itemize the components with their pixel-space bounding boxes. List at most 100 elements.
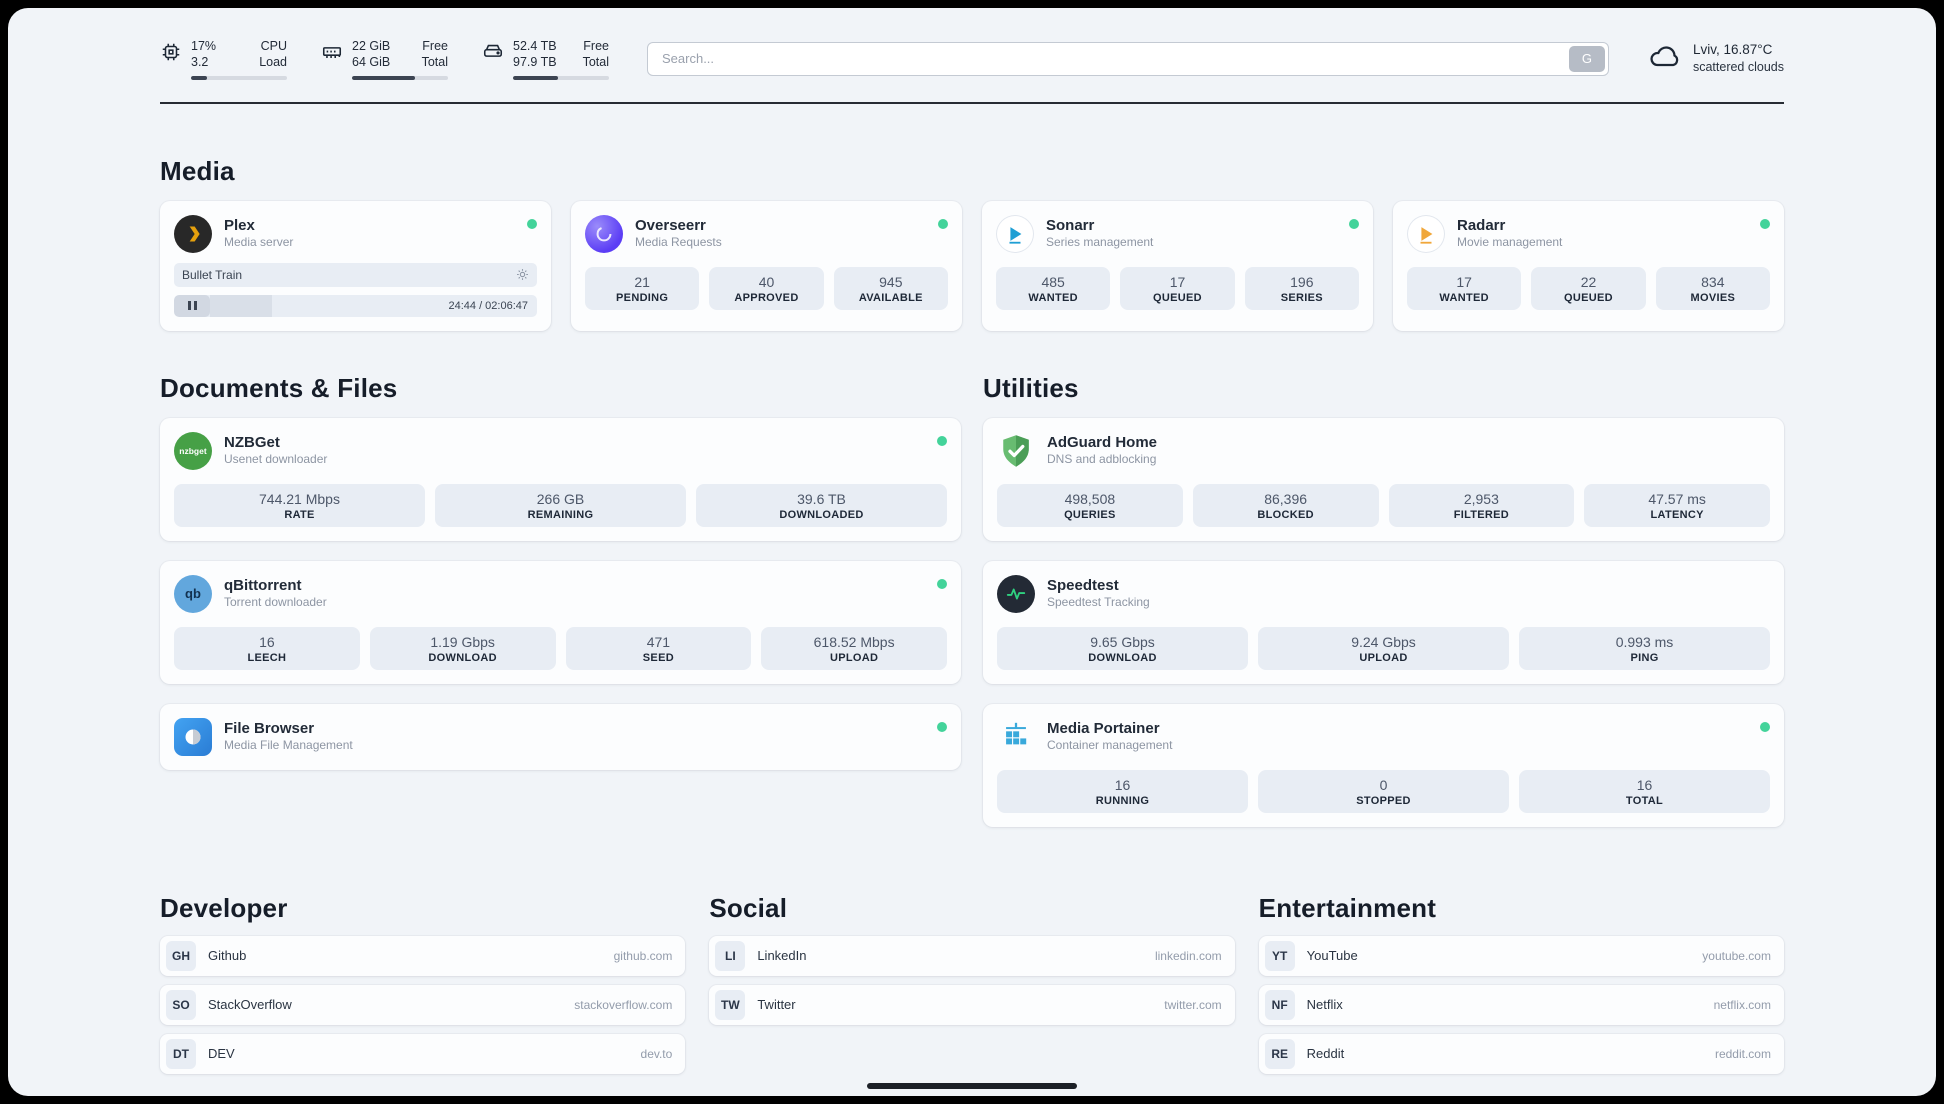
portainer-icon — [997, 718, 1035, 756]
cpu-label-1: CPU — [260, 39, 287, 53]
stat-label: QUEUED — [1564, 291, 1613, 304]
bookmark-abbr: YT — [1264, 940, 1295, 971]
stat-label: PENDING — [616, 291, 669, 304]
stat-tile: 17 QUEUED — [1120, 266, 1235, 310]
playback-progress-track[interactable]: 24:44 / 02:06:47 — [210, 294, 537, 317]
stat-tile: 266 GB REMAINING — [435, 483, 686, 527]
stat-tile: 1.19 Gbps DOWNLOAD — [369, 626, 556, 670]
app-link-adguard[interactable]: AdGuard Home DNS and adblocking — [997, 432, 1770, 470]
app-card-overseerr: Overseerr Media Requests 21 PENDING 40 A… — [571, 200, 962, 331]
bookmark-youtube[interactable]: YT YouTube youtube.com — [1258, 935, 1784, 976]
bookmark-group-developer: Developer GH Github github.com SO StackO… — [160, 893, 686, 1083]
app-name: Overseerr — [635, 216, 706, 234]
app-name: Plex — [224, 216, 255, 234]
app-subtitle: Container management — [1047, 738, 1173, 753]
app-link-portainer[interactable]: Media Portainer Container management — [997, 718, 1770, 756]
cpu-icon — [160, 38, 182, 68]
cpu-load-value: 3.2 — [191, 55, 209, 70]
player-bar: 24:44 / 02:06:47 — [174, 294, 537, 317]
ram-free: 22 GiB — [352, 39, 391, 53]
bookmark-dev[interactable]: DT DEV dev.to — [160, 1033, 686, 1074]
stat-tile: 618.52 Mbps UPLOAD — [761, 626, 947, 670]
bookmark-stackoverflow[interactable]: SO StackOverflow stackoverflow.com — [160, 984, 686, 1025]
app-card-filebrowser: File Browser Media File Management — [160, 703, 961, 770]
stat-label: WANTED — [1028, 291, 1078, 304]
ram-monitor: 22 GiB 64 GiB Free Total — [321, 38, 448, 80]
app-subtitle: Speedtest Tracking — [1047, 595, 1150, 610]
bookmark-twitter[interactable]: TW Twitter twitter.com — [709, 984, 1235, 1025]
app-card-plex: Plex Media server Bullet Train — [160, 200, 551, 331]
cpu-progress-fill — [191, 75, 208, 80]
bookmark-name: DEV — [208, 1046, 235, 1061]
dashboard-page: 17% 3.2 CPU Load — [8, 8, 1936, 1096]
stat-label: DOWNLOAD — [428, 651, 497, 664]
qbittorrent-icon-text: qb — [185, 586, 201, 601]
ram-total: 64 GiB — [352, 55, 391, 70]
bookmark-abbr: NF — [1264, 989, 1295, 1020]
app-link-overseerr[interactable]: Overseerr Media Requests — [585, 214, 948, 253]
app-link-radarr[interactable]: Radarr Movie management — [1407, 214, 1770, 253]
stat-tile: 16 RUNNING — [997, 769, 1248, 813]
stat-tile: 834 MOVIES — [1655, 266, 1770, 310]
stat-label: RATE — [284, 508, 315, 521]
app-name: qBittorrent — [224, 576, 302, 594]
nzbget-icon-text: nzbget — [179, 445, 207, 456]
app-card-qbittorrent: qb qBittorrent Torrent downloader 16 LEE… — [160, 560, 961, 684]
cloud-icon — [1647, 38, 1683, 79]
cpu-progress-track — [191, 75, 287, 80]
app-link-nzbget[interactable]: nzbget NZBGet Usenet downloader — [174, 431, 947, 470]
stat-value: 9.24 Gbps — [1351, 633, 1416, 650]
bookmark-group-social: Social LI LinkedIn linkedin.com TW Twitt… — [709, 893, 1235, 1083]
app-link-qbittorrent[interactable]: qb qBittorrent Torrent downloader — [174, 574, 947, 613]
app-subtitle: Media File Management — [224, 738, 353, 753]
bookmark-linkedin[interactable]: LI LinkedIn linkedin.com — [709, 935, 1235, 976]
ram-progress-fill — [352, 75, 416, 80]
bookmark-url: twitter.com — [1164, 997, 1222, 1012]
stat-tile: 40 APPROVED — [709, 266, 824, 310]
app-link-sonarr[interactable]: Sonarr Series management — [996, 214, 1359, 253]
bookmark-netflix[interactable]: NF Netflix netflix.com — [1258, 984, 1784, 1025]
search-input[interactable] — [647, 41, 1609, 76]
stat-value: 47.57 ms — [1648, 490, 1706, 507]
stat-tile: 47.57 ms LATENCY — [1584, 483, 1770, 527]
bookmark-github[interactable]: GH Github github.com — [160, 935, 686, 976]
bookmark-url: dev.to — [640, 1046, 673, 1061]
stat-tile: 0 STOPPED — [1258, 769, 1509, 813]
top-bar: 17% 3.2 CPU Load — [160, 8, 1784, 80]
disk-free: 52.4 TB — [513, 39, 557, 53]
disk-icon — [482, 38, 504, 68]
app-link-speedtest[interactable]: Speedtest Speedtest Tracking — [997, 574, 1770, 613]
search-bar: G — [647, 41, 1609, 76]
app-link-plex[interactable]: Plex Media server — [174, 214, 537, 253]
pause-icon[interactable] — [174, 294, 210, 317]
cpu-percent: 17% — [191, 39, 217, 53]
filebrowser-icon — [174, 717, 212, 756]
app-subtitle: Series management — [1046, 235, 1154, 250]
bookmark-reddit[interactable]: RE Reddit reddit.com — [1258, 1033, 1784, 1074]
bookmark-group-entertainment: Entertainment YT YouTube youtube.com NF … — [1258, 893, 1784, 1083]
bookmark-name: Github — [208, 948, 247, 963]
app-link-filebrowser[interactable]: File Browser Media File Management — [174, 717, 947, 756]
stat-label: UPLOAD — [1359, 651, 1408, 664]
ram-icon — [321, 38, 343, 68]
stat-tile: 0.993 ms PING — [1519, 626, 1770, 670]
bookmark-name: YouTube — [1306, 948, 1358, 963]
status-dot — [1760, 721, 1770, 732]
stat-tile: 9.24 Gbps UPLOAD — [1258, 626, 1509, 670]
bookmark-abbr: RE — [1264, 1038, 1295, 1069]
cpu-label-2: Load — [259, 55, 287, 70]
radarr-icon — [1407, 214, 1445, 253]
status-dot — [1760, 218, 1770, 229]
stat-label: QUEUED — [1153, 291, 1202, 304]
stat-label: SERIES — [1280, 291, 1323, 304]
gear-icon[interactable] — [516, 268, 529, 281]
sonarr-icon — [996, 214, 1034, 253]
stat-tile: 9.65 Gbps DOWNLOAD — [997, 626, 1248, 670]
stat-value: 834 — [1701, 273, 1725, 290]
bookmark-url: stackoverflow.com — [574, 997, 673, 1012]
search-engine-button[interactable]: G — [1568, 45, 1605, 72]
stat-value: 21 — [634, 273, 650, 290]
bookmark-abbr: DT — [166, 1038, 196, 1069]
stat-value: 22 — [1580, 273, 1597, 290]
app-card-adguard: AdGuard Home DNS and adblocking 498,508 … — [983, 417, 1784, 541]
